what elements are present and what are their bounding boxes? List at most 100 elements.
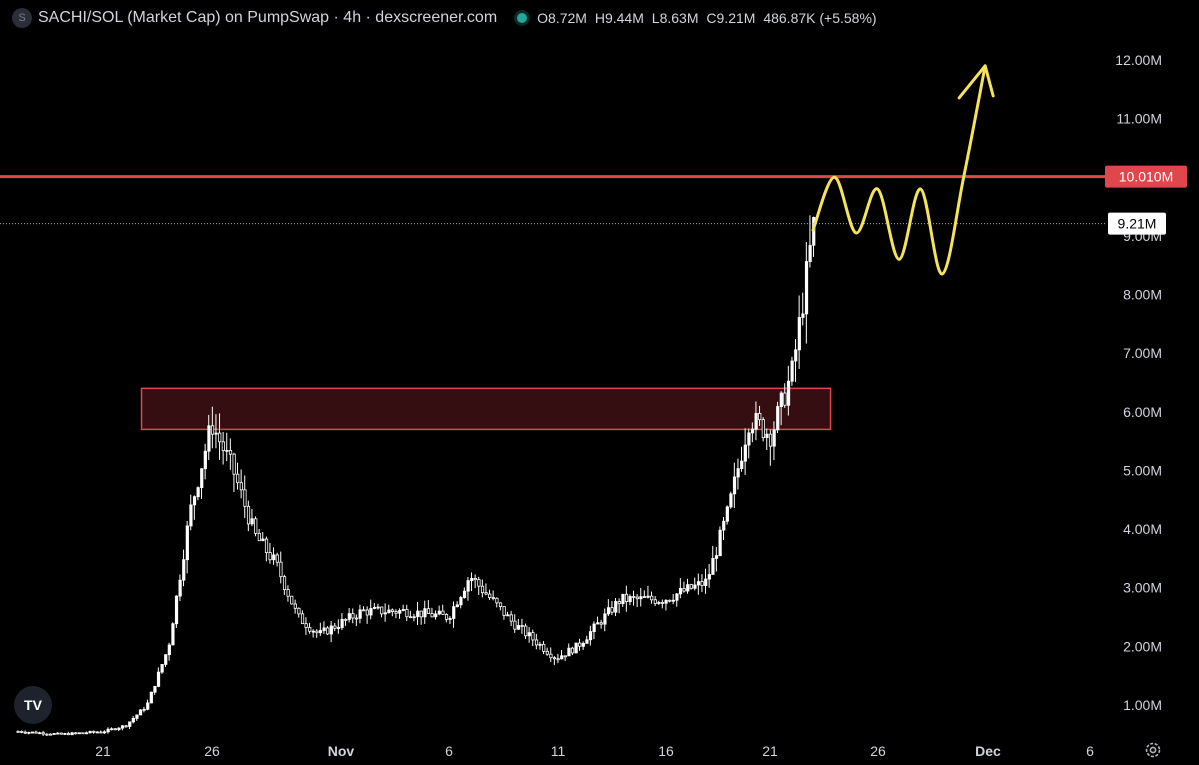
gear-icon[interactable] <box>1144 741 1162 759</box>
candle-body <box>84 732 89 735</box>
candle-body <box>772 429 776 447</box>
candle-body <box>59 732 63 735</box>
candle-body <box>419 610 423 618</box>
projection-arrowhead <box>957 64 995 100</box>
candle-body <box>128 721 132 727</box>
x-tick-label: 21 <box>762 743 778 759</box>
candle-body <box>358 609 362 619</box>
candle-body <box>480 585 485 594</box>
candle-body <box>239 482 243 491</box>
candle-body <box>16 730 20 733</box>
candle-body <box>304 623 308 628</box>
projection-path <box>811 64 987 276</box>
candle-body <box>567 647 571 657</box>
candle-body <box>297 607 301 615</box>
candle-body <box>736 468 740 478</box>
candle-body <box>459 597 463 606</box>
candle-body <box>38 732 42 735</box>
candle-body <box>808 244 812 262</box>
candle-body <box>664 599 668 604</box>
ohlc-high-key: H <box>594 10 605 26</box>
y-tick-label: 1.00M <box>1123 697 1162 713</box>
candle-body <box>570 647 575 654</box>
candle-body <box>502 606 506 616</box>
candle-body <box>455 604 459 608</box>
candle-body <box>545 650 549 655</box>
candle-body <box>354 617 359 620</box>
candle-body <box>761 419 765 439</box>
candle-body <box>70 732 74 736</box>
ohlc-close-value: 9.21M <box>716 10 756 26</box>
candle-body <box>300 613 305 625</box>
candle-body <box>293 603 297 609</box>
candle-body <box>383 612 387 615</box>
candle-body <box>696 581 701 586</box>
candle-body <box>621 593 625 605</box>
candle-body <box>574 642 578 654</box>
candle-body <box>160 664 164 673</box>
candle-body <box>63 733 67 735</box>
candle-body <box>563 655 567 658</box>
candle-body <box>131 717 135 723</box>
ohlc-legend: O8.72M H9.44M L8.63M C9.21M 486.87K (+5.… <box>537 10 880 26</box>
tradingview-logo-icon[interactable]: TV <box>14 686 52 724</box>
candle-body <box>754 412 758 430</box>
candle-body <box>527 632 531 637</box>
candle-body <box>416 610 420 618</box>
candle-body <box>236 473 240 484</box>
ohlc-open-value: 8.72M <box>548 10 587 26</box>
candle-body <box>261 538 265 542</box>
y-tick-label: 4.00M <box>1123 521 1162 537</box>
candle-body <box>243 489 247 507</box>
candle-body <box>178 579 182 597</box>
candle-body <box>408 616 413 619</box>
candle-body <box>207 425 211 452</box>
candle-body <box>318 630 323 634</box>
candle-body <box>430 613 434 618</box>
candle-body <box>437 610 441 615</box>
candle-body <box>174 595 179 625</box>
candle-body <box>718 529 722 556</box>
candle-body <box>315 630 319 634</box>
candle-body <box>390 609 395 612</box>
y-tick-label: 7.00M <box>1123 345 1162 361</box>
candle-body <box>210 425 215 435</box>
ohlc-low-key: L <box>651 10 660 26</box>
candle-body <box>804 261 809 315</box>
candle-body <box>725 506 729 522</box>
candle-body <box>203 450 207 470</box>
candle-body <box>747 432 751 446</box>
candle-body <box>549 653 553 659</box>
candle-body <box>99 731 103 734</box>
candle-body <box>516 625 521 630</box>
candle-body <box>646 595 650 598</box>
candle-body <box>153 685 157 693</box>
candle-body <box>351 613 355 619</box>
chart-title[interactable]: SACHI/SOL (Market Cap) on PumpSwap · 4h … <box>38 9 498 26</box>
candle-body <box>365 609 369 616</box>
candle-body <box>444 614 449 620</box>
candle-body <box>218 432 222 443</box>
candle-body <box>722 520 726 531</box>
candle-body <box>290 595 294 605</box>
candle-body <box>542 643 546 652</box>
candle-body <box>196 487 200 498</box>
y-tick-label: 5.00M <box>1123 462 1162 478</box>
candle-body <box>599 622 603 625</box>
candle-body <box>560 655 564 660</box>
candle-body <box>682 588 686 592</box>
candle-body <box>405 609 409 618</box>
candle-body <box>650 595 654 601</box>
y-tick-label: 11.00M <box>1116 111 1162 127</box>
candle-body <box>48 733 53 736</box>
candle-body <box>275 554 279 563</box>
current-price-tag <box>1108 212 1166 235</box>
candle-body <box>534 639 539 646</box>
candle-body <box>257 532 261 542</box>
candle-body <box>603 613 607 625</box>
candle-body <box>484 592 488 595</box>
candle-body <box>394 611 398 614</box>
x-tick-label: 26 <box>870 743 886 759</box>
